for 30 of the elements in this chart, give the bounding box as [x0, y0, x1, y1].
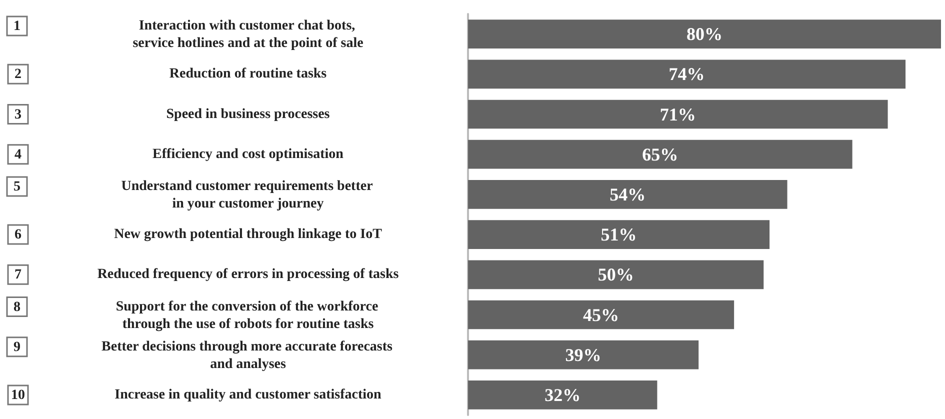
bar — [468, 340, 699, 370]
bar — [468, 380, 658, 410]
data-label: 71% — [660, 104, 696, 124]
data-label: 51% — [600, 224, 637, 245]
category-label: 8 Support for the conversion of the workforce through the use of robots for routine tasks — [14, 299, 378, 332]
data-label: 74% — [668, 64, 705, 84]
data-label: 54% — [610, 184, 646, 204]
category-label: 1 Interaction with customer chat bots, service hotlines and at the point of sale — [14, 18, 364, 52]
category-label: 2 Reduction of routine tasks — [14, 66, 327, 82]
data-label: 80% — [686, 24, 722, 44]
category-label: 3 Speed in business processes — [14, 106, 330, 122]
category-label: 4 Efficiency and cost optimisation — [14, 146, 344, 162]
data-label: 32% — [544, 384, 581, 405]
category-label: 6 New growth potential through linkage to IoT — [14, 227, 382, 243]
data-label: 39% — [565, 344, 602, 365]
bar — [468, 180, 788, 209]
bar — [468, 100, 888, 129]
category-label: 10 Increase in quality and customer satisfaction — [11, 387, 382, 403]
data-label: 45% — [583, 304, 620, 325]
data-label: 65% — [642, 144, 678, 164]
bar — [468, 260, 764, 290]
bar — [468, 20, 941, 48]
bar — [468, 140, 852, 169]
bar — [468, 60, 906, 89]
bar — [468, 300, 734, 330]
category-label: 9 Better decisions through more accurate forecasts and analyses — [14, 339, 392, 372]
category-label: 7 Reduced frequency of errors in processing of tasks — [14, 267, 399, 283]
data-label: 50% — [598, 264, 634, 285]
bar — [468, 220, 770, 249]
category-label: 5 Understand customer requirements better in your customer journey — [14, 178, 373, 212]
